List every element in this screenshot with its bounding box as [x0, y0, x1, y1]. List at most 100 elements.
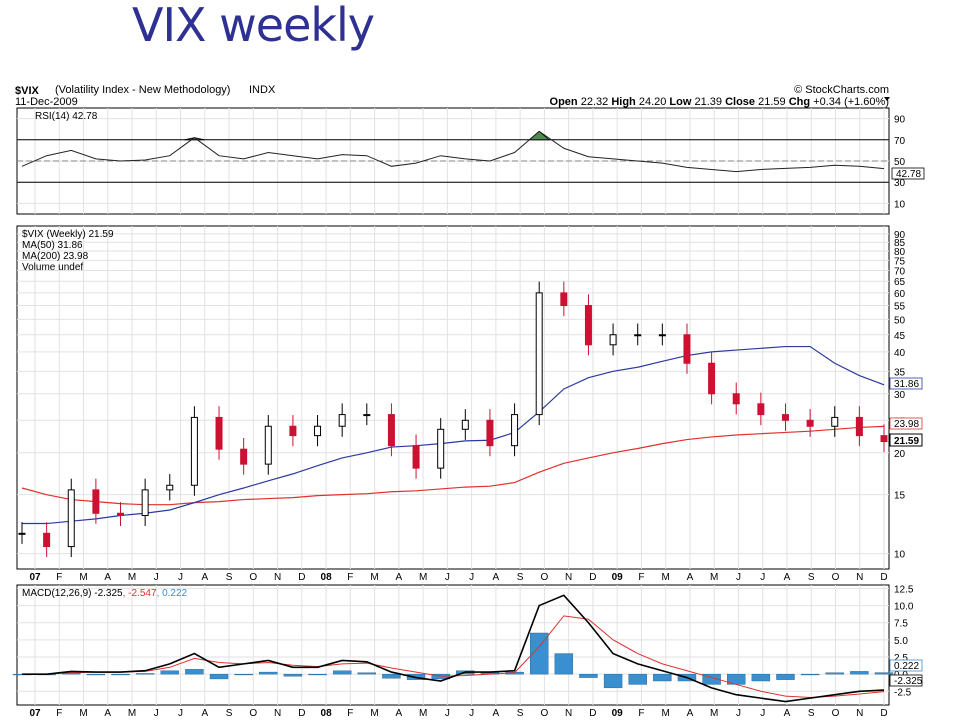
candle-body — [240, 448, 248, 465]
chart-header: $VIX (Volatility Index - New Methodology… — [15, 84, 890, 108]
x-tick-label: M — [79, 572, 87, 583]
price-tick-label: 35 — [894, 367, 906, 378]
macd-histogram-bar — [332, 670, 352, 675]
ma200-line — [21, 425, 885, 506]
macd-histogram-bar — [234, 673, 253, 676]
macd-histogram-bar — [209, 673, 229, 680]
candle-body — [314, 425, 322, 437]
price-last-box — [889, 433, 923, 447]
x-tick-label: 09 — [612, 572, 624, 583]
ma50-last-value: 31.86 — [894, 379, 919, 390]
macd-histogram-bar — [800, 673, 820, 676]
macd-histogram-bar — [111, 673, 130, 676]
x-tick-label: N — [565, 572, 572, 583]
x-tick-label: O — [249, 572, 257, 583]
macd-histogram-bar — [874, 672, 894, 675]
candle-body — [880, 435, 888, 443]
candle-body — [338, 414, 346, 427]
candle-body — [757, 403, 765, 416]
x-tick-label: D — [880, 708, 887, 719]
candle-body — [412, 445, 420, 469]
x-tick-label: F — [638, 572, 644, 583]
macd-panel-frame — [16, 584, 890, 706]
x-tick-label: D — [589, 572, 596, 583]
x-axis-macd: 07 F M A M J J A S O N D 08 F M A M J J A S O N D 09 F M A M J J A S O N D — [29, 708, 887, 719]
candle-body — [806, 419, 814, 427]
x-tick-label: N — [856, 708, 863, 719]
price-tick-label: 85 — [894, 238, 906, 249]
x-tick-label: O — [249, 708, 257, 719]
macd-histogram-bar — [653, 673, 672, 682]
macd-histogram-bar — [259, 671, 278, 675]
x-tick-label: F — [56, 708, 62, 719]
rsi-overbought-fill — [184, 137, 205, 141]
x-tick-label: S — [808, 708, 815, 719]
price-panel: 9085807570656055504540353025201510 $VIX … — [18, 229, 923, 561]
legend-ma200: MA(200) 23.98 — [22, 251, 89, 262]
price-tick-label: 90 — [894, 230, 906, 241]
macd-tick-label: 5.0 — [894, 636, 908, 647]
macd-legend-main: MACD(12,26,9) -2.325 — [22, 588, 123, 599]
macd-histogram-bar — [702, 673, 721, 685]
x-tick-label: J — [445, 572, 450, 583]
x-tick-label: 08 — [321, 572, 333, 583]
candle-body — [437, 428, 445, 469]
macd-histogram-bar — [357, 672, 376, 675]
candle-body — [264, 425, 272, 465]
macd-histogram-bar — [160, 670, 179, 675]
x-tick-label: D — [880, 572, 887, 583]
macd-histogram-bar — [382, 673, 401, 679]
x-axis-price: 07 F M A M J J A S O N D 08 F M A M J J A S O N D 09 F M A M J J A S O N D — [29, 572, 887, 583]
x-tick-label: A — [104, 708, 111, 719]
symbol-label: $VIX — [15, 85, 40, 97]
symbol-description: (Volatility Index - New Methodology) — [55, 84, 230, 96]
price-panel-frame — [16, 225, 890, 570]
candle-body — [708, 362, 716, 395]
x-tick-label: N — [274, 708, 281, 719]
price-tick-label: 40 — [894, 348, 906, 359]
macd-histogram-bar — [135, 673, 155, 675]
x-tick-label: N — [274, 572, 281, 583]
candle-body — [92, 489, 100, 514]
x-tick-label: M — [370, 572, 378, 583]
macd-histogram-bar — [554, 653, 574, 675]
candle-body — [658, 334, 666, 337]
ohlc-readout: Open 22.32 High 24.20 Low 21.39 Close 21… — [550, 96, 889, 108]
x-tick-label: M — [662, 572, 670, 583]
x-tick-label: A — [396, 708, 403, 719]
price-last-value: 21.59 — [894, 436, 919, 447]
slide-title: VIX weekly — [132, 0, 375, 52]
ma50-line — [22, 345, 885, 525]
macd-line — [22, 594, 885, 703]
candle-body — [732, 393, 740, 405]
price-tick-label: 60 — [894, 289, 906, 300]
macd-last-value: -2.325 — [894, 676, 923, 687]
legend-ma50: MA(50) 31.86 — [22, 240, 83, 251]
rsi-last-value: 42.78 — [896, 169, 921, 180]
x-tick-label: 09 — [612, 708, 624, 719]
x-tick-label: A — [396, 572, 403, 583]
x-tick-label: M — [710, 572, 718, 583]
macd-histogram-bar — [86, 673, 106, 676]
candle-body — [43, 532, 51, 548]
legend-volume: Volume undef — [22, 262, 83, 273]
candle-body — [511, 414, 519, 447]
x-tick-label: A — [201, 708, 208, 719]
x-tick-label: J — [760, 708, 765, 719]
candle-body — [634, 334, 642, 337]
x-tick-label: J — [736, 708, 741, 719]
scroll-down-icon — [884, 97, 890, 101]
macd-histogram-bar — [530, 632, 549, 675]
candle-body — [289, 425, 297, 437]
macd-histogram-bar — [603, 673, 623, 689]
x-tick-label: M — [662, 708, 670, 719]
macd-histogram-bar — [825, 672, 844, 675]
macd-tick-label: 12.5 — [894, 584, 914, 595]
x-tick-label: A — [493, 708, 500, 719]
price-tick-label: 20 — [894, 449, 906, 460]
x-tick-label: A — [104, 572, 111, 583]
x-tick-label: J — [469, 708, 474, 719]
x-tick-label: S — [808, 572, 815, 583]
macd-histogram-bar — [776, 673, 795, 680]
